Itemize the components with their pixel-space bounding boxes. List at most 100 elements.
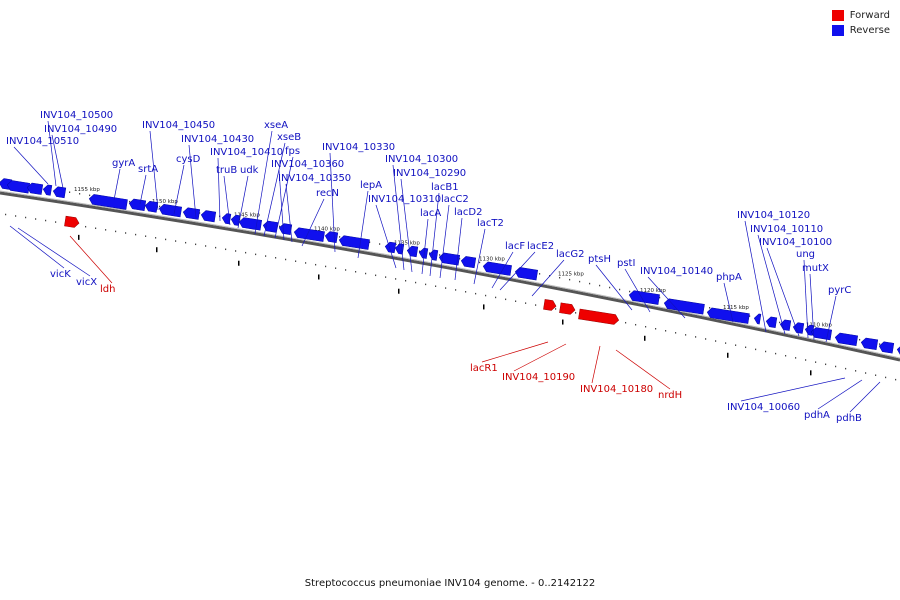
gene-label: lacT2 bbox=[477, 218, 504, 229]
gene-leader-line bbox=[301, 198, 325, 247]
reverse-gene-arrow bbox=[428, 249, 439, 261]
scale-dot bbox=[539, 273, 541, 275]
reverse-gene-arrow bbox=[706, 307, 750, 324]
gene-label: cysD bbox=[176, 154, 201, 165]
gene-label: INV104_10330 bbox=[322, 142, 395, 153]
scale-dot bbox=[785, 354, 787, 357]
scale-dot bbox=[559, 276, 561, 279]
forward-gene-arrow bbox=[559, 302, 576, 315]
gene-leader-line bbox=[17, 227, 91, 277]
major-tick bbox=[156, 247, 158, 253]
gene-leader-line bbox=[223, 175, 231, 226]
gene-label: lacG2 bbox=[556, 249, 585, 260]
gene-label: lacF bbox=[505, 241, 525, 252]
scale-dot bbox=[285, 258, 287, 261]
gene-label: INV104_10350 bbox=[278, 173, 351, 184]
scale-dot bbox=[879, 343, 881, 345]
gene-label: ung bbox=[796, 249, 815, 260]
gene-label: lacB1 bbox=[431, 182, 459, 193]
scale-dot bbox=[485, 294, 487, 297]
gene-label: INV104_10300 bbox=[385, 154, 458, 165]
scale-dot bbox=[659, 296, 661, 299]
scale-dot bbox=[815, 361, 817, 363]
scale-dot bbox=[69, 191, 71, 193]
scale-dot bbox=[479, 261, 481, 264]
scale-dot bbox=[315, 263, 317, 266]
gene-leader-line bbox=[278, 169, 285, 241]
scale-label: 1140 kbp bbox=[314, 226, 340, 232]
scale-dot bbox=[425, 283, 427, 286]
gene-leader-line bbox=[357, 190, 369, 259]
gene-leader-line bbox=[513, 343, 567, 372]
major-tick bbox=[398, 288, 400, 294]
gene-label: INV104_10500 bbox=[40, 110, 113, 121]
gene-label: vicK bbox=[50, 269, 71, 280]
gene-leader-line bbox=[647, 276, 686, 319]
gene-leader-line bbox=[499, 251, 536, 291]
scale-dot bbox=[465, 291, 467, 293]
reverse-gene-arrow bbox=[482, 261, 512, 276]
reverse-gene-arrow bbox=[42, 184, 53, 196]
scale-dot bbox=[885, 376, 887, 379]
scale-dot bbox=[865, 372, 867, 374]
scale-dot bbox=[55, 221, 57, 223]
gene-leader-line bbox=[392, 164, 405, 271]
gene-label: ptsH bbox=[588, 254, 611, 265]
gene-label: lacD2 bbox=[454, 207, 482, 218]
scale-dot bbox=[185, 241, 187, 244]
reverse-gene-arrow bbox=[324, 231, 339, 243]
scale-dot bbox=[715, 340, 717, 342]
gene-label: pdhB bbox=[836, 413, 862, 424]
gene-leader-line bbox=[817, 379, 863, 410]
reverse-gene-arrow bbox=[200, 210, 217, 223]
gene-label: gyrA bbox=[112, 158, 135, 169]
scale-dot bbox=[15, 215, 17, 217]
gene-leader-line bbox=[400, 178, 413, 273]
gene-label: INV104_10490 bbox=[44, 124, 117, 135]
reverse-gene-arrow bbox=[262, 220, 279, 233]
scale-dot bbox=[775, 352, 777, 355]
gene-leader-line bbox=[329, 152, 336, 253]
scale-label: 1150 kbp bbox=[152, 199, 178, 205]
gene-leader-line bbox=[69, 235, 113, 284]
gene-leader-line bbox=[274, 156, 294, 239]
scale-dot bbox=[459, 257, 461, 260]
scale-dot bbox=[569, 278, 571, 281]
reverse-gene-arrow bbox=[834, 332, 859, 346]
scale-label: 1125 kbp bbox=[558, 272, 584, 278]
gene-leader-line bbox=[421, 218, 429, 275]
gene-label: mutX bbox=[802, 263, 829, 274]
gene-label: ldh bbox=[100, 284, 115, 295]
scale-dot bbox=[435, 285, 437, 287]
reverse-gene-arrow bbox=[438, 252, 461, 266]
reverse-gene-arrow bbox=[278, 223, 293, 235]
scale-dot bbox=[665, 330, 667, 332]
gene-labels: INV104_10510 INV104_10500 INV104_10490 gyrA… bbox=[6, 110, 881, 424]
scale-label: 1110 kbp bbox=[806, 322, 832, 328]
legend-forward-label: Forward bbox=[849, 10, 890, 21]
scale-dot bbox=[195, 243, 197, 246]
reverse-gene-arrow bbox=[779, 319, 792, 331]
gene-label: xseB bbox=[277, 132, 301, 143]
scale-dot bbox=[245, 251, 247, 254]
gene-leader-line bbox=[849, 381, 881, 413]
gene-leader-line bbox=[454, 217, 463, 281]
scale-dot bbox=[405, 279, 407, 282]
gene-leader-line bbox=[723, 282, 734, 323]
forward-gene-arrow bbox=[578, 308, 620, 325]
reverse-gene-arrow bbox=[406, 245, 419, 258]
legend: Forward Reverse bbox=[831, 8, 890, 38]
gene-leader-line bbox=[237, 175, 249, 229]
genome-caption: Streptococcus pneumoniae INV104 genome. … bbox=[304, 578, 596, 589]
reverse-gene-arrow bbox=[26, 182, 44, 195]
scale-dot bbox=[709, 307, 711, 309]
reverse-gene-arrow bbox=[418, 247, 429, 259]
scale-dot bbox=[115, 230, 117, 233]
legend-reverse-label: Reverse bbox=[849, 25, 890, 36]
gene-label: truB bbox=[216, 165, 237, 176]
reverse-gene-arrow bbox=[182, 207, 201, 220]
scale-dot bbox=[85, 225, 87, 228]
gene-label: pdhA bbox=[804, 410, 830, 421]
scale-dot bbox=[25, 216, 27, 219]
scale-dot bbox=[579, 280, 581, 283]
